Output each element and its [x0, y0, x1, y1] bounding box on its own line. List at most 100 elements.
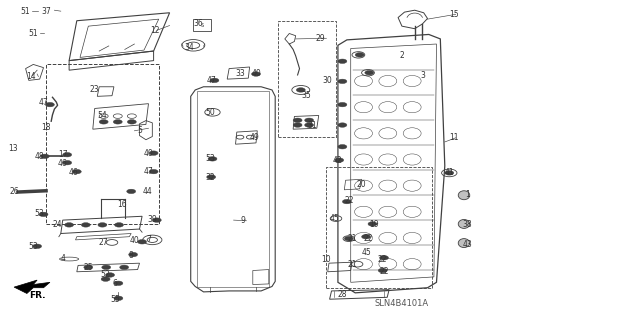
Circle shape	[380, 256, 388, 260]
Circle shape	[252, 72, 260, 76]
Circle shape	[368, 222, 377, 226]
Circle shape	[305, 118, 314, 122]
Circle shape	[101, 277, 110, 281]
Text: 17: 17	[58, 150, 68, 159]
Text: 16: 16	[116, 200, 127, 209]
Circle shape	[106, 273, 115, 277]
Text: 54: 54	[97, 111, 108, 120]
Circle shape	[338, 102, 347, 107]
Text: 13: 13	[8, 144, 18, 153]
Circle shape	[152, 218, 161, 222]
Text: 1: 1	[465, 190, 470, 199]
Text: 36: 36	[193, 19, 204, 28]
Circle shape	[40, 154, 49, 159]
Text: 47: 47	[38, 98, 49, 107]
Circle shape	[120, 265, 129, 270]
Circle shape	[338, 123, 347, 127]
Text: 51: 51	[28, 29, 38, 38]
Text: 19: 19	[369, 220, 380, 229]
Text: 32: 32	[205, 173, 215, 182]
Text: 53: 53	[28, 242, 38, 251]
Text: S: S	[201, 23, 204, 28]
Circle shape	[293, 118, 302, 122]
Text: 42: 42	[333, 156, 343, 165]
Circle shape	[127, 120, 136, 124]
Circle shape	[378, 268, 387, 273]
Text: 38: 38	[462, 220, 472, 229]
Text: 47: 47	[206, 76, 216, 85]
Text: 7: 7	[146, 235, 151, 244]
Text: 44: 44	[142, 187, 152, 196]
Text: 30: 30	[323, 76, 333, 85]
Circle shape	[338, 59, 347, 63]
Circle shape	[127, 189, 136, 194]
Text: 22: 22	[344, 197, 353, 205]
Text: 33: 33	[235, 69, 245, 78]
Circle shape	[63, 160, 72, 165]
Text: 46: 46	[58, 159, 68, 168]
Text: 39: 39	[147, 215, 157, 224]
Circle shape	[338, 145, 347, 149]
Text: 40: 40	[251, 69, 261, 78]
Text: 11: 11	[450, 133, 459, 142]
Text: 22: 22	[378, 255, 387, 263]
Text: 10: 10	[321, 255, 332, 263]
Circle shape	[149, 151, 158, 155]
Text: 14: 14	[26, 72, 36, 81]
Text: 26: 26	[9, 187, 19, 196]
Text: 23: 23	[90, 85, 100, 94]
Text: 2: 2	[399, 51, 404, 60]
Circle shape	[102, 265, 111, 270]
Text: 22: 22	[364, 234, 372, 243]
Text: 28: 28	[338, 290, 347, 299]
Circle shape	[207, 175, 216, 179]
Text: 20: 20	[356, 180, 367, 189]
Ellipse shape	[458, 219, 470, 228]
Text: SLN4B4101A: SLN4B4101A	[375, 299, 429, 308]
Circle shape	[33, 244, 42, 249]
Circle shape	[113, 120, 122, 124]
Ellipse shape	[458, 239, 470, 248]
Text: 40: 40	[129, 236, 140, 245]
Text: 3: 3	[420, 71, 425, 80]
Circle shape	[355, 53, 364, 57]
Circle shape	[114, 296, 123, 300]
Text: 41: 41	[444, 168, 454, 177]
Text: 18: 18	[42, 123, 51, 132]
Circle shape	[114, 281, 123, 286]
Text: 4: 4	[60, 254, 65, 263]
Text: 22: 22	[380, 267, 388, 276]
Text: 8: 8	[128, 251, 133, 260]
Text: 55: 55	[110, 295, 120, 304]
Circle shape	[138, 240, 147, 244]
Circle shape	[72, 169, 81, 174]
Circle shape	[45, 102, 54, 107]
Circle shape	[293, 123, 302, 127]
Circle shape	[98, 223, 107, 227]
Text: 50: 50	[205, 108, 215, 117]
Circle shape	[115, 223, 124, 227]
Text: 21: 21	[348, 260, 356, 269]
Text: 35: 35	[301, 91, 311, 100]
Circle shape	[344, 236, 353, 241]
Circle shape	[210, 78, 219, 83]
Text: 27: 27	[99, 238, 109, 247]
Circle shape	[39, 212, 48, 217]
Circle shape	[338, 79, 347, 84]
Circle shape	[81, 223, 90, 227]
Circle shape	[63, 152, 72, 157]
Circle shape	[362, 234, 371, 239]
Text: 52: 52	[100, 271, 110, 279]
Text: 31: 31	[307, 121, 317, 130]
Text: 21: 21	[348, 234, 356, 243]
Text: 46: 46	[68, 168, 79, 177]
Text: 43: 43	[462, 241, 472, 249]
Text: 40: 40	[143, 149, 154, 158]
Text: 45: 45	[329, 214, 339, 223]
Circle shape	[305, 123, 314, 127]
Text: 12: 12	[150, 26, 159, 35]
Circle shape	[99, 120, 108, 124]
Text: 53: 53	[35, 209, 45, 218]
Circle shape	[296, 88, 305, 92]
Circle shape	[445, 171, 454, 175]
